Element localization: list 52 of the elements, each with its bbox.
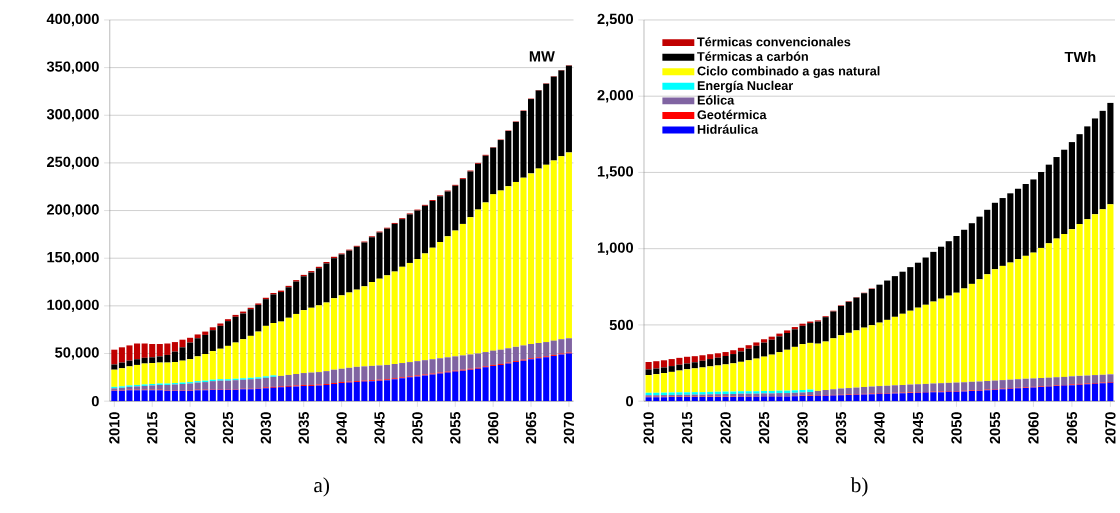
- x-tick-label: 2010: [643, 412, 654, 444]
- x-tick-label: 2030: [260, 412, 272, 444]
- y-tick-label: 150,000: [47, 252, 99, 265]
- legend-label: Térmicas a carbón: [697, 51, 808, 61]
- text: a): [314, 477, 330, 497]
- x-tick-label: 2060: [487, 412, 499, 444]
- y-tick-label: 1,500: [597, 166, 633, 179]
- x-tick-label: 2035: [835, 411, 847, 444]
- y-tick-label: 2,000: [597, 90, 633, 103]
- y-tick-label: 2,500: [597, 13, 633, 27]
- x-tick-label: 2065: [1066, 411, 1078, 444]
- x-tick-label: 2010: [109, 412, 120, 444]
- y-tick-label: 1,000: [597, 242, 633, 255]
- y-tick-label: 300,000: [46, 109, 99, 122]
- x-tick-label: 2025: [222, 411, 234, 444]
- x-tick-label: 2015: [681, 411, 693, 444]
- x-tick-label: 2050: [951, 412, 962, 444]
- x-tick-label: 2030: [797, 412, 808, 444]
- legend-label: Geotérmica: [697, 109, 767, 120]
- y-tick-label: 0: [626, 396, 634, 407]
- y-tick-label: 400,000: [46, 13, 99, 27]
- y-tick-label: 250,000: [46, 156, 99, 170]
- x-tick-label: 2050: [412, 412, 423, 444]
- legend-label: Ciclo combinado a gas natural: [697, 66, 880, 79]
- annotation: MW: [529, 51, 555, 62]
- x-tick-label: 2055: [989, 411, 1001, 444]
- x-tick-label: 2015: [147, 411, 158, 444]
- y-tick-label: 500: [609, 319, 633, 331]
- x-tick-label: 2070: [563, 412, 575, 444]
- legend-label: Hidráulica: [697, 124, 759, 134]
- x-tick-label: 2045: [912, 411, 924, 444]
- x-tick-label: 2040: [336, 412, 347, 444]
- x-tick-label: 2040: [874, 412, 885, 444]
- x-tick-label: 2060: [1028, 412, 1039, 444]
- y-tick-label: 0: [91, 396, 99, 407]
- x-tick-label: 2065: [525, 411, 537, 444]
- legend-label: Térmicas convencionales: [697, 37, 851, 47]
- annotation: TWh: [1064, 51, 1096, 62]
- x-tick-label: 2035: [298, 411, 309, 444]
- x-tick-label: 2070: [1105, 412, 1116, 444]
- y-tick-label: 350,000: [46, 61, 99, 74]
- x-tick-label: 2055: [450, 411, 461, 444]
- y-tick-label: 100,000: [47, 299, 99, 313]
- legend-label: Energía Nuclear: [697, 80, 794, 93]
- x-tick-label: 2020: [720, 412, 731, 444]
- x-tick-label: 2020: [184, 412, 196, 444]
- x-tick-label: 2025: [758, 411, 770, 444]
- y-tick-label: 200,000: [46, 204, 99, 217]
- legend-label: Eólica: [697, 95, 735, 105]
- text: b): [850, 477, 868, 497]
- y-tick-label: 50,000: [55, 347, 99, 360]
- x-tick-label: 2045: [374, 411, 385, 444]
